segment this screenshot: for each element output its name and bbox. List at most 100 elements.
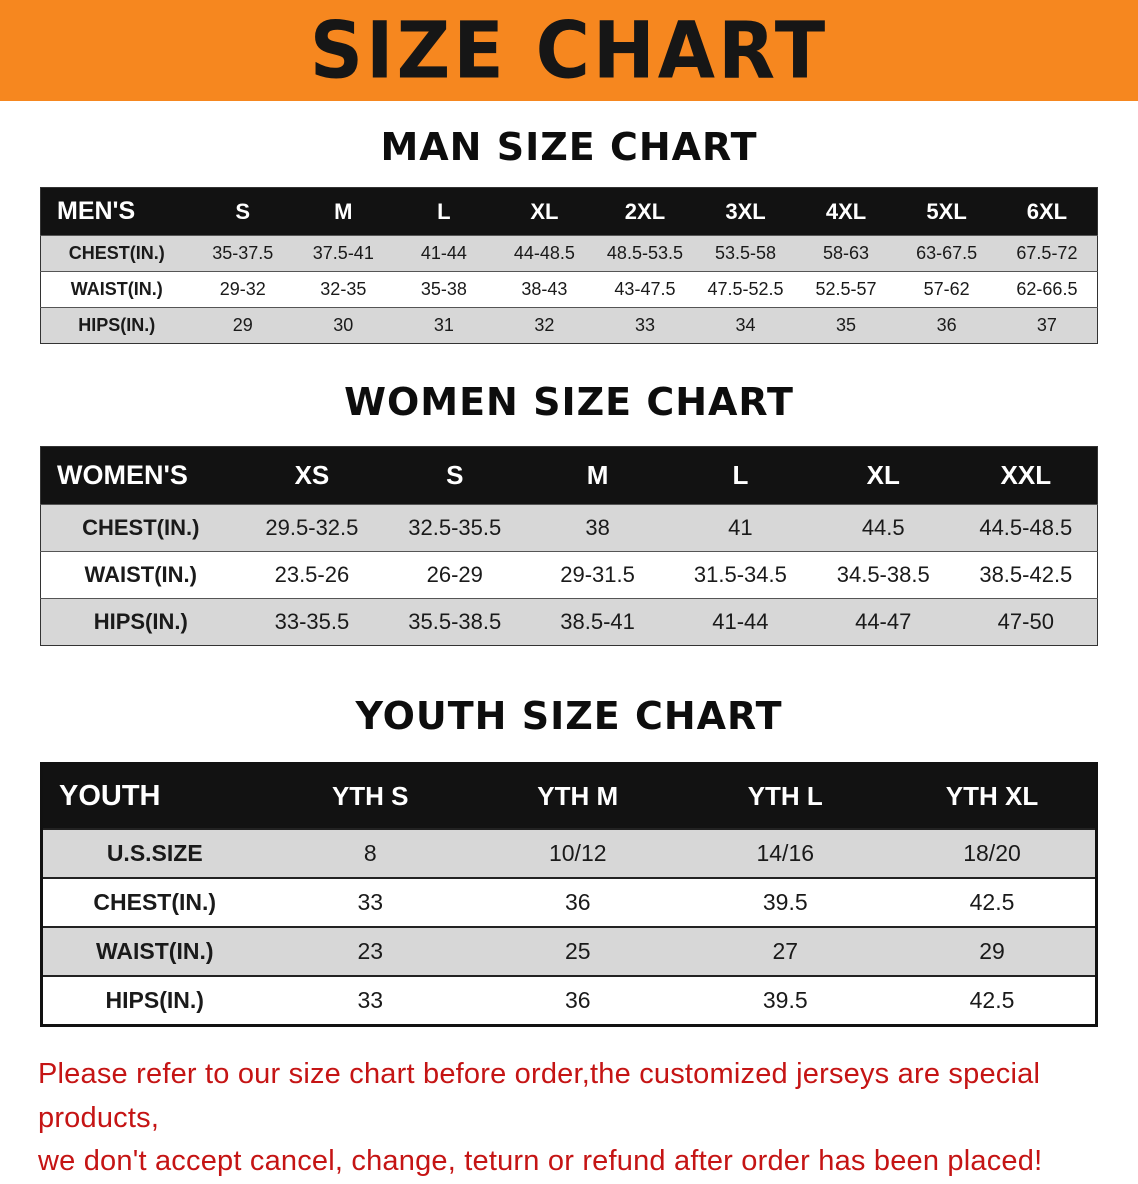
value-cell: 32.5-35.5 <box>383 504 527 552</box>
value-cell: 44-47 <box>811 598 955 646</box>
value-cell: 18/20 <box>889 828 1097 878</box>
row-label-cell: HIPS(IN.) <box>40 307 193 344</box>
value-cell: 44-48.5 <box>494 235 595 272</box>
row-label-cell: HIPS(IN.) <box>41 975 267 1026</box>
size-header-cell: XS <box>240 446 384 505</box>
size-header-cell: XXL <box>954 446 1098 505</box>
size-header-cell: YTH L <box>681 763 889 829</box>
value-cell: 27 <box>681 926 889 976</box>
value-cell: 32-35 <box>293 271 394 308</box>
size-header-cell: L <box>668 446 812 505</box>
notice-line-2: we don't accept cancel, change, teturn o… <box>38 1145 1043 1177</box>
size-header-cell: YTH M <box>474 763 682 829</box>
value-cell: 33-35.5 <box>240 598 384 646</box>
value-cell: 36 <box>474 877 682 927</box>
measure-row: HIPS(IN.) 33 36 39.5 42.5 <box>41 975 1097 1026</box>
value-cell: 41-44 <box>668 598 812 646</box>
value-cell: 48.5-53.5 <box>594 235 696 272</box>
measure-row: CHEST(IN.) 29.5-32.5 32.5-35.5 38 41 44.5 44.5… <box>40 504 1098 552</box>
row-label-cell: WAIST(IN.) <box>40 551 241 599</box>
women-section-heading: WOMEN SIZE CHART <box>344 380 794 424</box>
table-title-cell: YOUTH <box>41 763 267 829</box>
value-cell: 33 <box>594 307 696 344</box>
value-cell: 35.5-38.5 <box>383 598 527 646</box>
women-size-table: WOMEN'S XS S M L XL XXL CHEST(IN.) 29.5-32.5 32.5… <box>40 446 1098 646</box>
value-cell: 23.5-26 <box>240 551 384 599</box>
value-cell: 29.5-32.5 <box>240 504 384 552</box>
size-header-cell: XL <box>811 446 955 505</box>
value-cell: 38.5-41 <box>526 598 669 646</box>
value-cell: 34 <box>695 307 796 344</box>
measure-row: CHEST(IN.) 35-37.5 37.5-41 41-44 44-48.5 48.5… <box>40 235 1098 272</box>
value-cell: 43-47.5 <box>594 271 696 308</box>
value-cell: 44.5-48.5 <box>954 504 1098 552</box>
value-cell: 25 <box>474 926 682 976</box>
header-row: WOMEN'S XS S M L XL XXL <box>40 446 1098 505</box>
size-header-cell: XL <box>494 187 595 236</box>
value-cell: 38.5-42.5 <box>954 551 1098 599</box>
value-cell: 58-63 <box>795 235 897 272</box>
row-label-cell: HIPS(IN.) <box>40 598 241 646</box>
value-cell: 31 <box>393 307 495 344</box>
value-cell: 38 <box>526 504 669 552</box>
value-cell: 42.5 <box>889 877 1097 927</box>
value-cell: 67.5-72 <box>996 235 1098 272</box>
value-cell: 38-43 <box>494 271 595 308</box>
value-cell: 33 <box>266 975 474 1026</box>
men-size-table: MEN'S S M L XL 2XL 3XL 4XL 5XL 6XL CHEST(IN.) 35-37… <box>40 187 1098 344</box>
value-cell: 30 <box>293 307 394 344</box>
size-header-cell: YTH XL <box>889 763 1097 829</box>
value-cell: 32 <box>494 307 595 344</box>
row-label-cell: U.S.SIZE <box>41 828 267 878</box>
measure-row: U.S.SIZE 8 10/12 14/16 18/20 <box>41 828 1097 878</box>
value-cell: 10/12 <box>474 828 682 878</box>
size-header-cell: S <box>192 187 294 236</box>
measure-row: CHEST(IN.) 33 36 39.5 42.5 <box>41 877 1097 927</box>
size-header-cell: 3XL <box>695 187 796 236</box>
value-cell: 37 <box>996 307 1098 344</box>
value-cell: 41 <box>668 504 812 552</box>
row-label-cell: WAIST(IN.) <box>40 271 193 308</box>
size-header-cell: 6XL <box>996 187 1098 236</box>
measure-row: HIPS(IN.) 29 30 31 32 33 34 35 36 37 <box>40 307 1098 344</box>
notice-line-1: Please refer to our size chart before or… <box>38 1058 1041 1134</box>
row-label-cell: CHEST(IN.) <box>41 877 267 927</box>
banner: SIZE CHART <box>0 0 1138 101</box>
size-chart-sections: MAN SIZE CHART MEN'S S M L XL 2XL 3XL 4XL 5XL 6XL C… <box>0 125 1138 1027</box>
men-section-heading: MAN SIZE CHART <box>380 125 758 169</box>
value-cell: 36 <box>896 307 997 344</box>
value-cell: 36 <box>474 975 682 1026</box>
youth-section-heading: YOUTH SIZE CHART <box>355 694 783 738</box>
value-cell: 42.5 <box>889 975 1097 1026</box>
size-header-cell: M <box>526 446 669 505</box>
value-cell: 53.5-58 <box>695 235 796 272</box>
row-label-cell: CHEST(IN.) <box>40 504 241 552</box>
value-cell: 39.5 <box>681 975 889 1026</box>
table-title-cell: WOMEN'S <box>40 446 241 505</box>
size-header-cell: YTH S <box>266 763 474 829</box>
value-cell: 26-29 <box>383 551 527 599</box>
value-cell: 57-62 <box>896 271 997 308</box>
value-cell: 44.5 <box>811 504 955 552</box>
value-cell: 37.5-41 <box>293 235 394 272</box>
value-cell: 29-31.5 <box>526 551 669 599</box>
value-cell: 34.5-38.5 <box>811 551 955 599</box>
youth-size-chart-section: YOUTH SIZE CHART YOUTH YTH S YTH M YTH L YTH … <box>0 694 1138 1027</box>
women-size-chart-section: WOMEN SIZE CHART WOMEN'S XS S M L XL XXL CHEST(I… <box>0 380 1138 646</box>
measure-row: WAIST(IN.) 29-32 32-35 35-38 38-43 43-47.5 47.… <box>40 271 1098 308</box>
value-cell: 39.5 <box>681 877 889 927</box>
measure-row: WAIST(IN.) 23.5-26 26-29 29-31.5 31.5-34.5 34… <box>40 551 1098 599</box>
value-cell: 8 <box>266 828 474 878</box>
value-cell: 35 <box>795 307 897 344</box>
measure-row: HIPS(IN.) 33-35.5 35.5-38.5 38.5-41 41-44 44-… <box>40 598 1098 646</box>
size-header-cell: 5XL <box>896 187 997 236</box>
value-cell: 29-32 <box>192 271 294 308</box>
size-header-cell: M <box>293 187 394 236</box>
value-cell: 29 <box>192 307 294 344</box>
youth-size-table: YOUTH YTH S YTH M YTH L YTH XL U.S.SIZE 8 10/12… <box>40 762 1098 1027</box>
page-title: SIZE CHART <box>309 4 829 97</box>
measure-row: WAIST(IN.) 23 25 27 29 <box>41 926 1097 976</box>
men-size-chart-section: MAN SIZE CHART MEN'S S M L XL 2XL 3XL 4XL 5XL 6XL C… <box>0 125 1138 344</box>
value-cell: 35-38 <box>393 271 495 308</box>
header-row: YOUTH YTH S YTH M YTH L YTH XL <box>41 763 1097 829</box>
